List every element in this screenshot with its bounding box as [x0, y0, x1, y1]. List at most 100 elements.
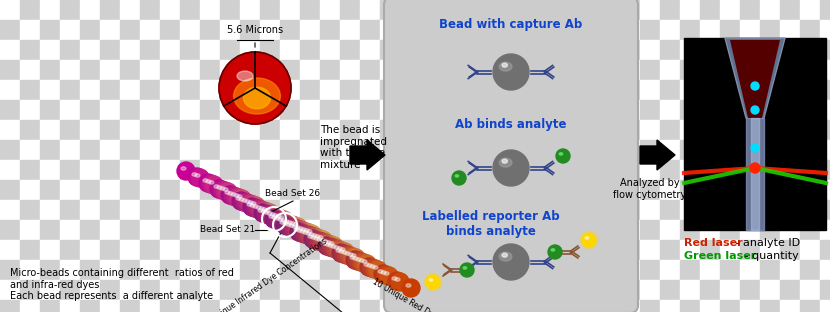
Circle shape: [282, 218, 300, 236]
Bar: [780, 240, 800, 260]
Bar: [140, 40, 160, 60]
Bar: [420, 300, 440, 312]
Bar: [340, 40, 360, 60]
Bar: [520, 0, 540, 20]
Bar: [420, 20, 440, 40]
Bar: [440, 220, 460, 240]
Circle shape: [556, 149, 570, 163]
Ellipse shape: [217, 186, 222, 189]
Circle shape: [316, 234, 334, 252]
Ellipse shape: [280, 221, 285, 224]
Bar: [340, 160, 360, 180]
Bar: [751, 118, 759, 230]
Ellipse shape: [203, 179, 208, 182]
Bar: [600, 180, 620, 200]
Bar: [220, 100, 240, 120]
Bar: [560, 220, 580, 240]
Ellipse shape: [367, 264, 372, 267]
Bar: [0, 40, 20, 60]
Circle shape: [271, 212, 289, 230]
Bar: [640, 180, 660, 200]
Bar: [600, 160, 620, 180]
Ellipse shape: [322, 242, 327, 245]
Bar: [120, 120, 140, 140]
Circle shape: [349, 252, 367, 270]
Ellipse shape: [384, 272, 389, 275]
Bar: [720, 40, 740, 60]
Bar: [400, 160, 420, 180]
Bar: [820, 40, 830, 60]
Ellipse shape: [326, 241, 331, 244]
Bar: [20, 200, 40, 220]
Ellipse shape: [339, 250, 344, 253]
Bar: [20, 120, 40, 140]
Ellipse shape: [551, 249, 554, 251]
Bar: [640, 240, 660, 260]
Bar: [260, 220, 280, 240]
Bar: [640, 200, 660, 220]
Bar: [300, 300, 320, 312]
Bar: [760, 240, 780, 260]
Bar: [360, 40, 380, 60]
Bar: [540, 280, 560, 300]
Bar: [280, 240, 300, 260]
Bar: [760, 180, 780, 200]
Text: Ab binds analyte: Ab binds analyte: [455, 118, 567, 131]
Bar: [600, 140, 620, 160]
Bar: [100, 60, 120, 80]
Circle shape: [188, 168, 206, 186]
Bar: [680, 60, 700, 80]
Ellipse shape: [276, 215, 281, 218]
Bar: [640, 160, 660, 180]
Bar: [360, 260, 380, 280]
Ellipse shape: [378, 270, 383, 273]
Bar: [660, 0, 680, 20]
Bar: [540, 60, 560, 80]
Ellipse shape: [336, 249, 341, 252]
Circle shape: [751, 82, 759, 90]
Ellipse shape: [350, 256, 355, 259]
Ellipse shape: [250, 204, 255, 207]
Bar: [60, 200, 80, 220]
Bar: [560, 20, 580, 40]
Circle shape: [332, 244, 350, 262]
Bar: [680, 140, 700, 160]
Bar: [340, 260, 360, 280]
Ellipse shape: [247, 203, 252, 206]
Circle shape: [255, 202, 273, 220]
Bar: [640, 220, 660, 240]
Bar: [660, 140, 680, 160]
Circle shape: [347, 249, 365, 267]
Bar: [200, 300, 220, 312]
Bar: [120, 40, 140, 60]
Bar: [720, 80, 740, 100]
Bar: [100, 240, 120, 260]
Bar: [460, 200, 480, 220]
Circle shape: [275, 211, 293, 229]
Bar: [60, 140, 80, 160]
Bar: [0, 80, 20, 100]
Bar: [40, 140, 60, 160]
Bar: [640, 120, 660, 140]
Bar: [400, 240, 420, 260]
Circle shape: [286, 217, 304, 235]
Bar: [520, 300, 540, 312]
Bar: [640, 300, 660, 312]
Circle shape: [244, 196, 262, 214]
Bar: [480, 0, 500, 20]
Bar: [20, 60, 40, 80]
Bar: [480, 40, 500, 60]
Bar: [200, 20, 220, 40]
Bar: [540, 120, 560, 140]
Bar: [120, 160, 140, 180]
Bar: [40, 60, 60, 80]
Bar: [160, 140, 180, 160]
Bar: [260, 60, 280, 80]
Ellipse shape: [265, 209, 270, 212]
Ellipse shape: [237, 195, 242, 198]
Bar: [620, 60, 640, 80]
Bar: [400, 60, 420, 80]
Circle shape: [233, 190, 251, 208]
Bar: [480, 20, 500, 40]
Bar: [60, 0, 80, 20]
